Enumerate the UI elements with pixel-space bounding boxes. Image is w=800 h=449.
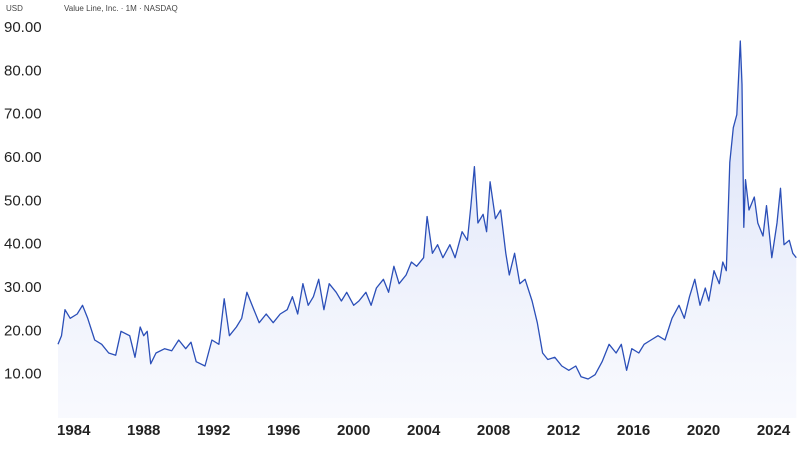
y-tick-label: 30.00 (4, 279, 42, 296)
y-tick-label: 60.00 (4, 149, 42, 166)
y-tick-label: 70.00 (4, 106, 42, 123)
x-tick-label: 2008 (477, 422, 510, 439)
x-tick-label: 2000 (337, 422, 370, 439)
x-tick-label: 2020 (687, 422, 720, 439)
x-tick-label: 1984 (57, 422, 91, 439)
y-tick-label: 40.00 (4, 236, 42, 253)
line (57, 40, 797, 380)
x-tick-label: 2012 (547, 422, 580, 439)
currency: USD (6, 4, 23, 13)
subtitle: Value Line, Inc. · 1M · NASDAQ (64, 4, 178, 13)
x-tick-label: 1996 (267, 422, 300, 439)
y-tick-label: 20.00 (4, 322, 42, 339)
x-tick-label: 2016 (617, 422, 650, 439)
y-tick-label: 80.00 (4, 62, 42, 79)
y-tick-label: 50.00 (4, 192, 42, 209)
y-tick-label: 90.00 (4, 19, 42, 36)
x-tick-label: 1992 (197, 422, 230, 439)
x-tick-label: 2024 (757, 422, 791, 439)
x-tick-label: 1988 (127, 422, 160, 439)
area (58, 41, 797, 418)
x-tick-label: 2004 (407, 422, 441, 439)
y-tick-label: 10.00 (4, 366, 42, 383)
